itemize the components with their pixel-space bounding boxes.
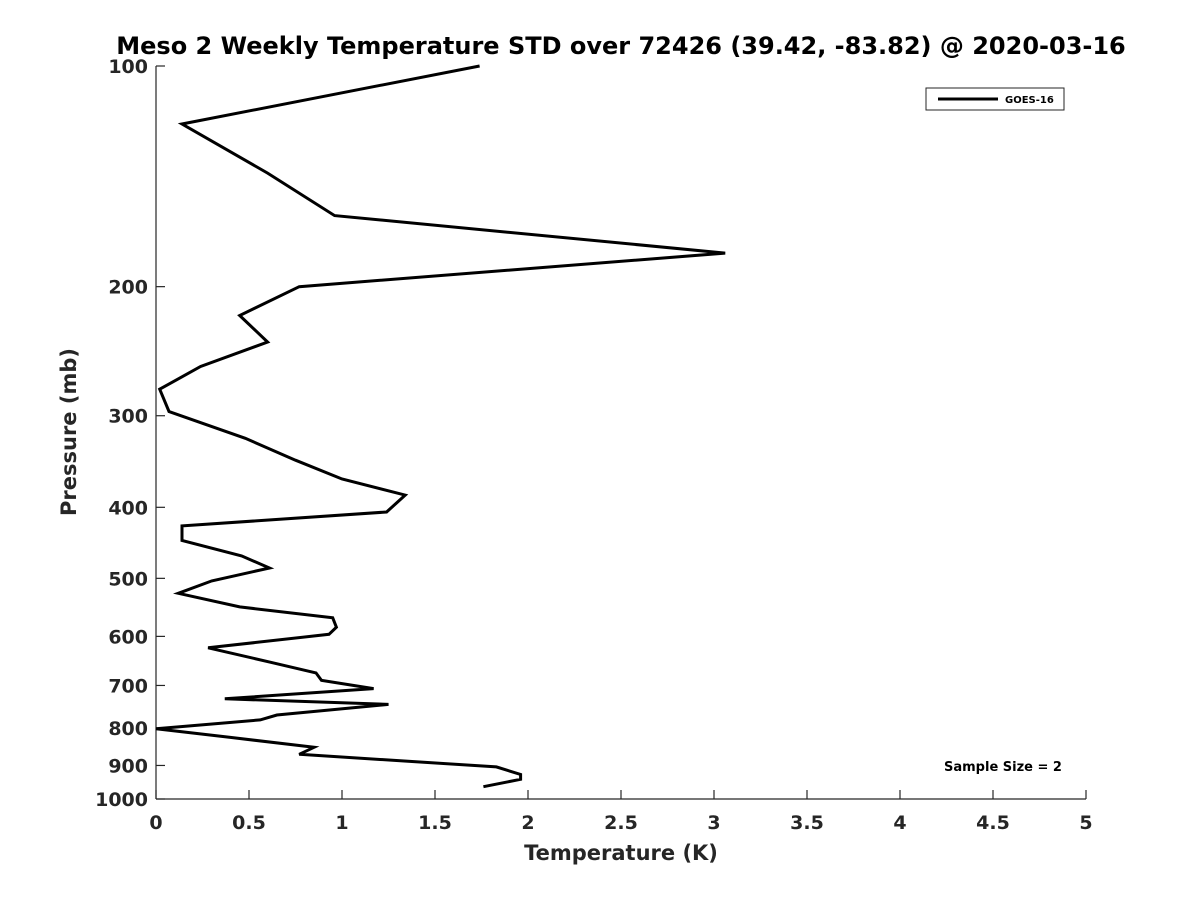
y-tick-label: 700 [108, 675, 148, 697]
series-line-goes-16 [155, 64, 726, 789]
y-tick-label: 500 [108, 568, 148, 590]
y-tick-label: 900 [108, 755, 148, 777]
legend: GOES-16 [925, 87, 1065, 111]
y-tick-label: 100 [108, 56, 148, 78]
y-axis-ticks: 100 200 300 400 500 600 700 800 900 1000 [95, 56, 165, 811]
x-tick-label: 1.5 [418, 812, 452, 834]
y-tick-label: 1000 [95, 789, 148, 811]
series-layer [155, 64, 726, 789]
x-tick-label: 4 [893, 812, 906, 834]
x-tick-label: 2.5 [604, 812, 638, 834]
y-tick-label: 200 [108, 277, 148, 299]
x-tick-label: 5 [1079, 812, 1092, 834]
x-tick-label: 4.5 [976, 812, 1010, 834]
x-tick-label: 1 [335, 812, 348, 834]
x-tick-label: 0 [149, 812, 162, 834]
chart-title: Meso 2 Weekly Temperature STD over 72426… [116, 32, 1126, 60]
y-tick-label: 400 [108, 497, 148, 519]
plot-area [156, 66, 1086, 799]
x-tick-label: 3.5 [790, 812, 824, 834]
y-axis-label: Pressure (mb) [57, 348, 81, 516]
y-tick-label: 300 [108, 406, 148, 428]
sample-size-annotation: Sample Size = 2 [944, 760, 1062, 775]
x-tick-label: 2 [521, 812, 534, 834]
x-tick-label: 3 [707, 812, 720, 834]
x-axis-label: Temperature (K) [524, 841, 718, 865]
x-tick-label: 0.5 [232, 812, 266, 834]
y-tick-label: 600 [108, 626, 148, 648]
y-tick-label: 800 [108, 718, 148, 740]
legend-label-goes-16: GOES-16 [1005, 95, 1054, 106]
x-axis-ticks: 0 0.5 1 1.5 2 2.5 3 3.5 4 4.5 5 [149, 790, 1093, 834]
